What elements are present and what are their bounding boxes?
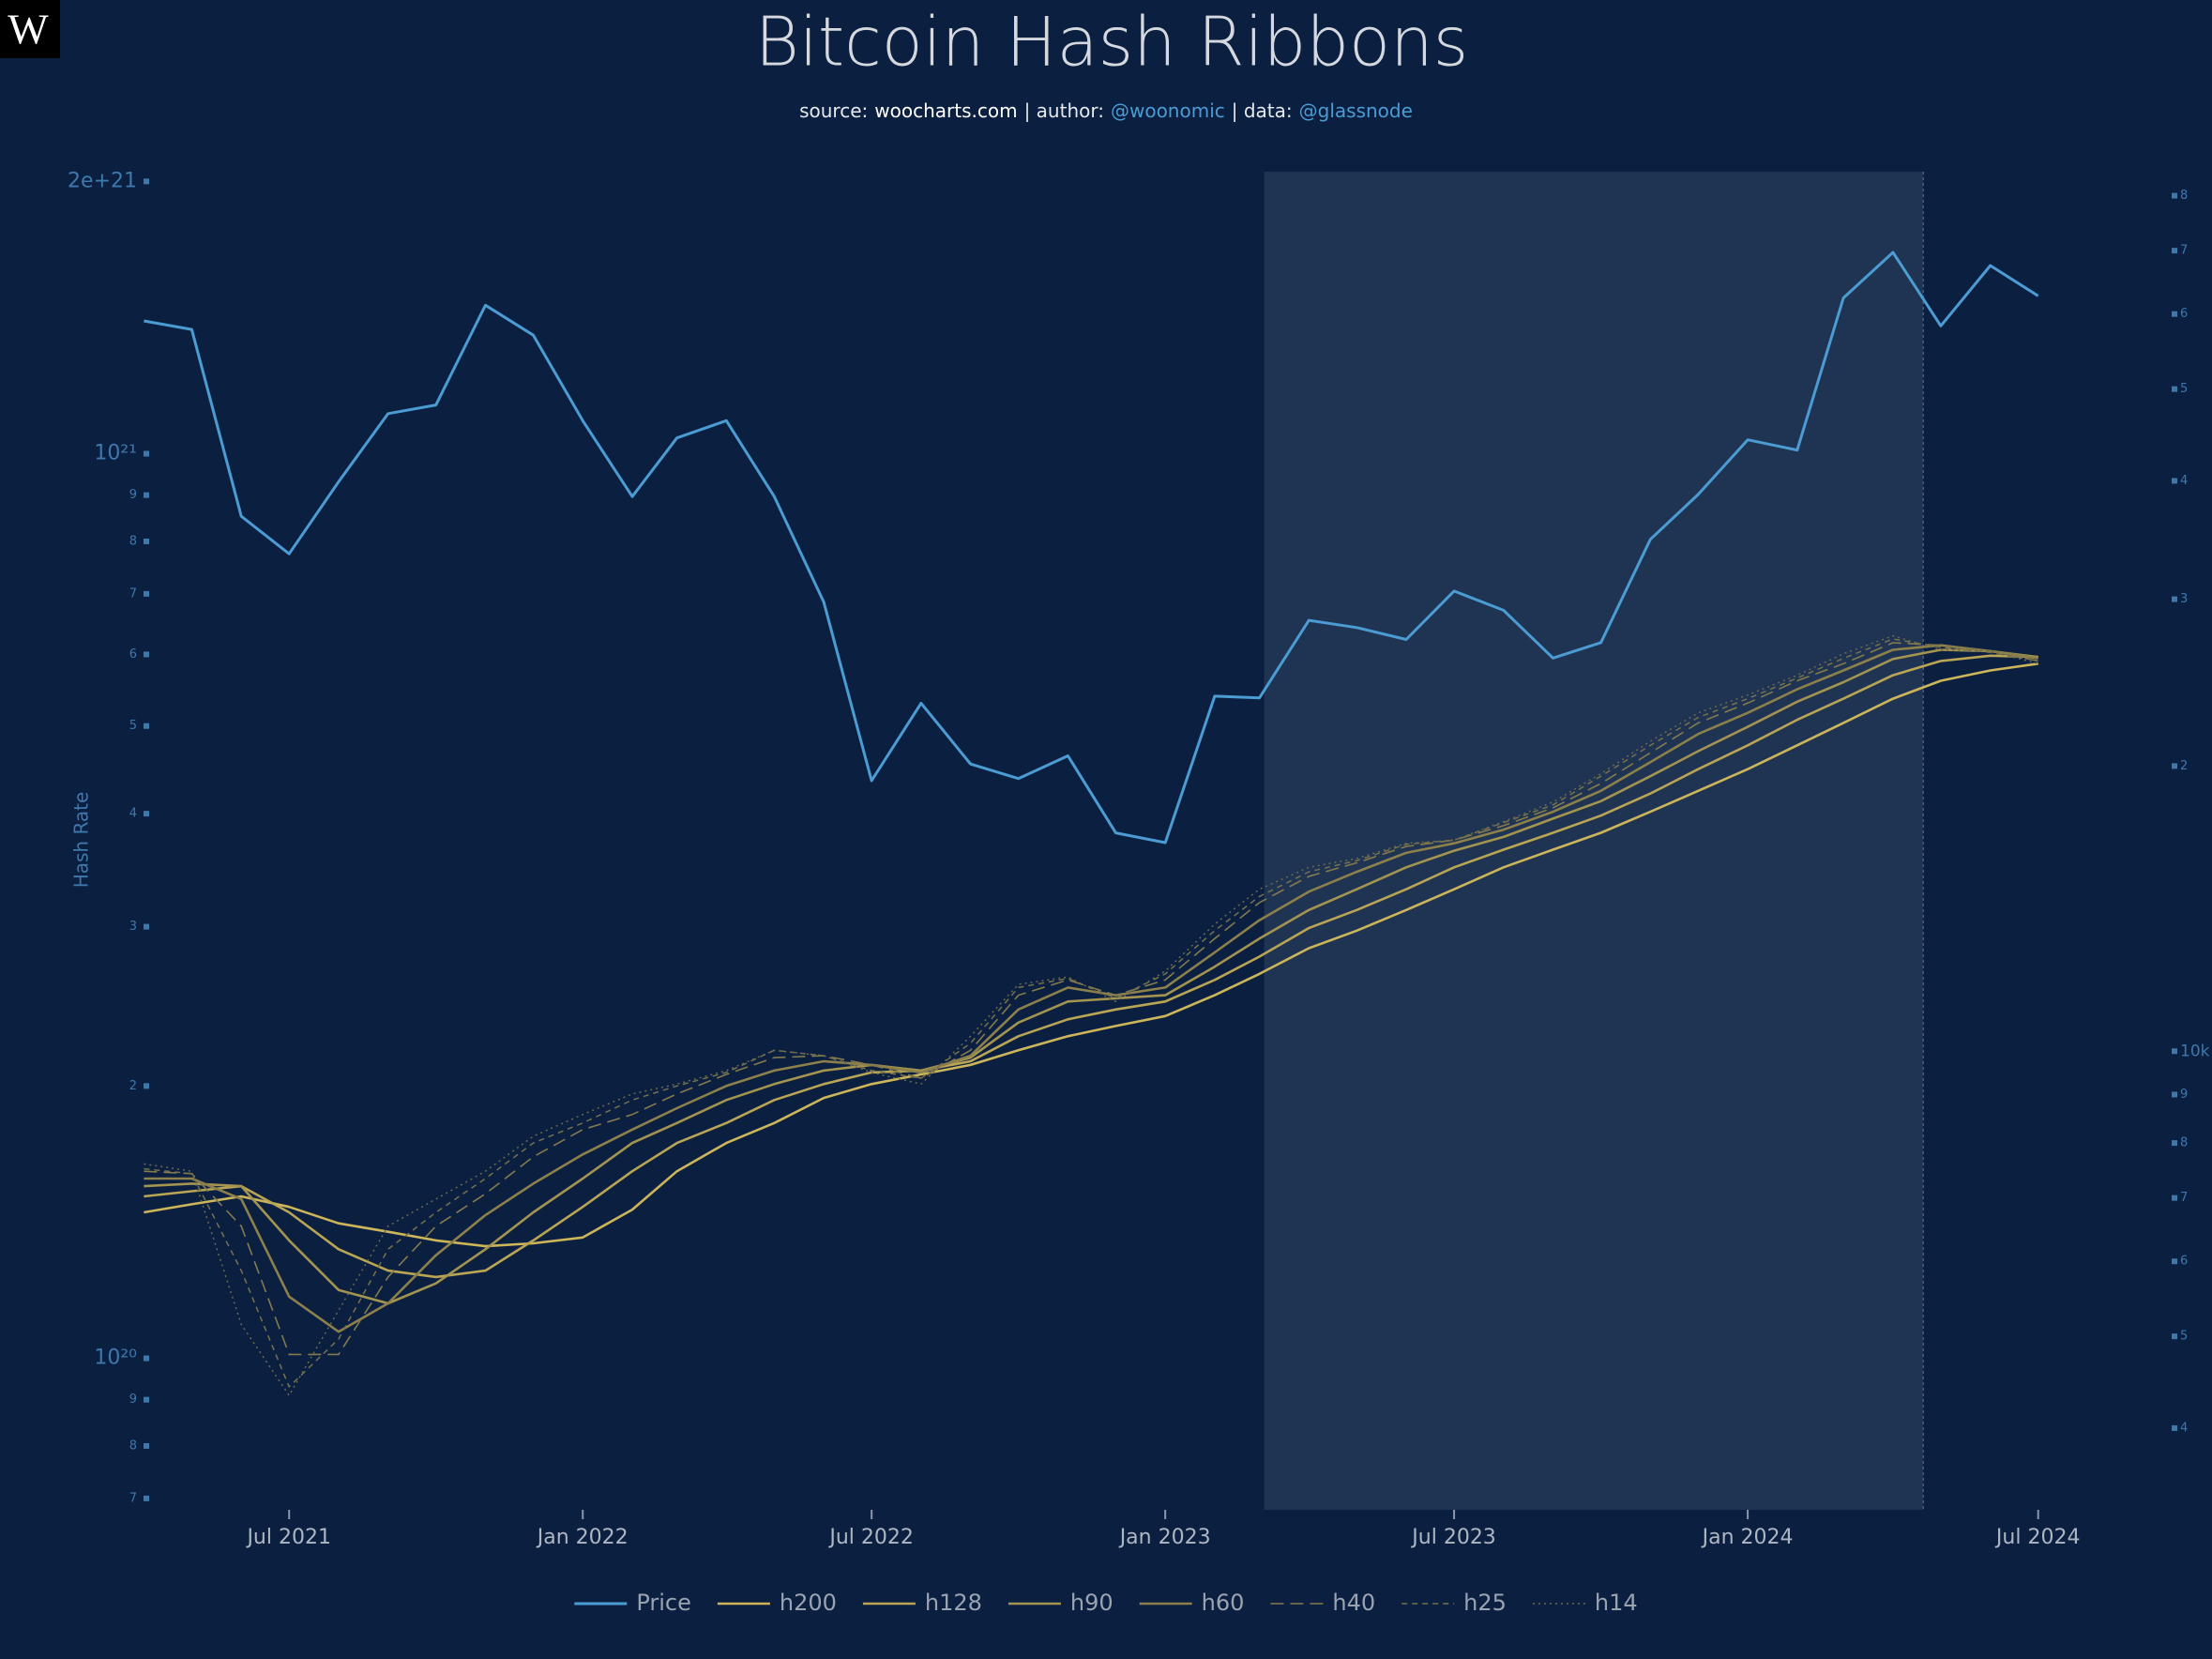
y2-tick (2172, 192, 2177, 199)
y-tick (144, 450, 149, 457)
subtitle-part: | author: (1023, 99, 1104, 122)
legend-label: h25 (1463, 1590, 1507, 1616)
y-tick (144, 590, 149, 597)
y-tick-label: 9 (129, 488, 137, 502)
legend-label: h90 (1070, 1590, 1114, 1616)
y-tick-label: 2 (129, 1079, 137, 1093)
y-axis-label: Hash Rate (70, 792, 93, 889)
x-tick-label: Jul 2024 (1994, 1526, 2081, 1549)
logo: W (8, 6, 49, 53)
series-line (144, 251, 2039, 845)
x-tick-label: Jan 2024 (1701, 1526, 1794, 1549)
y-tick (144, 492, 149, 498)
y-tick (144, 1442, 149, 1449)
x-tick-label: Jul 2021 (245, 1526, 331, 1549)
x-tick-label: Jul 2023 (1410, 1526, 1496, 1549)
y-tick-label: 7 (129, 1491, 137, 1505)
y-tick-label: 6 (129, 647, 137, 662)
y2-tick (2172, 248, 2177, 254)
y2-tick-label: 5 (2180, 382, 2188, 396)
y-tick (144, 723, 149, 729)
y2-tick-label: 8 (2180, 1136, 2188, 1150)
subtitle-part: | data: (1231, 99, 1293, 122)
y-tick (144, 811, 149, 817)
y2-tick (2172, 763, 2177, 769)
legend-label: h60 (1202, 1590, 1245, 1616)
legend-label: h40 (1332, 1590, 1375, 1616)
series-line (144, 634, 2038, 1396)
logo-box (0, 0, 60, 58)
y2-tick-label: 7 (2180, 244, 2188, 258)
y2-tick (2172, 1333, 2177, 1340)
legend-label: h14 (1595, 1590, 1638, 1616)
subtitle-part: woocharts.com (874, 99, 1018, 122)
y2-tick-label: 6 (2180, 307, 2188, 321)
y-tick-label: 4 (129, 807, 137, 821)
y2-tick (2172, 478, 2177, 484)
y2-tick-label: 8 (2180, 189, 2188, 203)
y-tick-label: 7 (129, 586, 137, 601)
shaded-region (1264, 172, 1924, 1510)
y-tick (144, 923, 149, 930)
y2-tick-label: 6 (2180, 1255, 2188, 1269)
y-tick-label: 10²⁰ (94, 1347, 137, 1370)
chart-title: Bitcoin Hash Ribbons (755, 3, 1468, 82)
series-line (144, 644, 2038, 1333)
legend-label: Price (636, 1590, 691, 1616)
y-tick-label: 10²¹ (94, 442, 137, 465)
y-tick (144, 1495, 149, 1501)
y2-tick-label: 4 (2180, 1421, 2188, 1435)
series-line (144, 654, 2038, 1279)
subtitle-part: source: (799, 99, 869, 122)
y-tick (144, 178, 149, 185)
y2-tick (2172, 386, 2177, 392)
y-tick (144, 1355, 149, 1362)
series-line (144, 642, 2038, 1356)
y2-tick (2172, 1140, 2177, 1147)
y2-tick (2172, 1048, 2177, 1055)
legend-label: h128 (925, 1590, 982, 1616)
y-tick-label: 8 (129, 534, 137, 548)
y-tick (144, 1083, 149, 1089)
y-tick-label: 2e+21 (68, 169, 137, 192)
x-tick-label: Jan 2022 (536, 1526, 629, 1549)
x-tick-label: Jan 2023 (1118, 1526, 1211, 1549)
subtitle-part: @glassnode (1298, 99, 1413, 122)
subtitle-part: @woonomic (1110, 99, 1225, 122)
y2-tick-label: 3 (2180, 592, 2188, 606)
y-tick (144, 1396, 149, 1403)
y-tick-label: 5 (129, 719, 137, 733)
y2-tick-label: 2 (2180, 759, 2188, 773)
y-tick-label: 9 (129, 1393, 137, 1407)
y2-tick (2172, 1424, 2177, 1431)
y2-tick (2172, 1195, 2177, 1201)
legend-label: h200 (780, 1590, 837, 1616)
legend: Price h200 h128 h90 h60 h40 h25 h14 (574, 1590, 1638, 1616)
series-line (144, 638, 2038, 1388)
y-tick (144, 538, 149, 544)
y2-tick (2172, 1091, 2177, 1098)
y2-tick (2172, 1258, 2177, 1265)
y2-tick-label: 4 (2180, 474, 2188, 488)
y2-tick-label: 10k (2180, 1042, 2210, 1060)
x-tick-label: Jul 2022 (827, 1526, 914, 1549)
y-tick (144, 651, 149, 658)
y2-tick-label: 5 (2180, 1330, 2188, 1344)
y2-tick (2172, 311, 2177, 317)
series-line (144, 662, 2038, 1248)
y-tick-label: 8 (129, 1438, 137, 1453)
series-line (144, 648, 2038, 1305)
y2-tick (2172, 596, 2177, 602)
subtitle: source: woocharts.com | author: @woonomic | … (0, 99, 2212, 122)
y2-tick-label: 7 (2180, 1191, 2188, 1205)
y-tick-label: 3 (129, 920, 137, 934)
y2-tick-label: 9 (2180, 1088, 2188, 1102)
